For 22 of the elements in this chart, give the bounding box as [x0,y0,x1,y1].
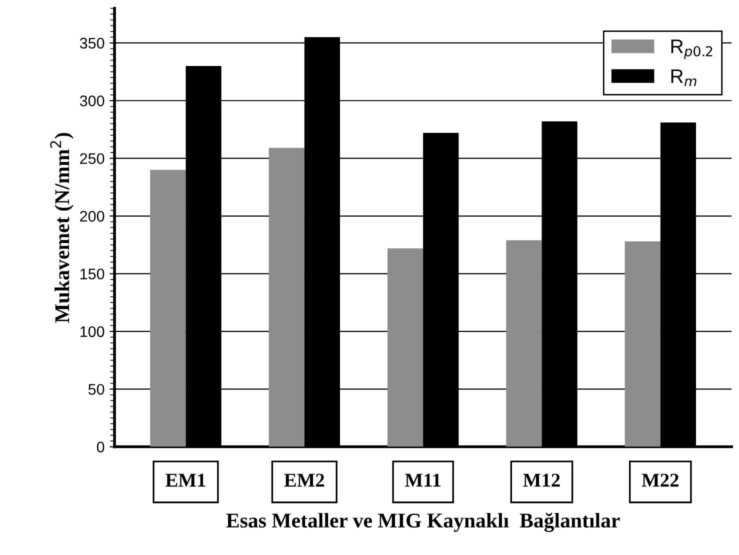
y-tick-label: 100 [80,326,104,338]
bar [506,240,542,447]
x-tick-label: M22 [642,474,678,487]
bar [268,148,304,447]
bar [387,248,424,447]
x-axis-title: Esas Metaller ve MIG Kaynaklı Bağlantılar [226,512,620,532]
bar [150,170,186,447]
x-tick-label: EM1 [166,474,206,487]
y-tick-label: 150 [80,268,104,280]
x-tick-label: EM2 [284,474,324,487]
y-tick-label: 250 [80,153,104,164]
x-tick-label: M11 [405,474,440,487]
y-axis-title: Mukavemet (N/mm$^{2}$) [50,132,74,323]
y-tick-label: 300 [80,96,104,106]
bar [624,241,660,447]
y-tick-label: 50 [88,384,104,395]
x-tick-label: M12 [523,474,560,487]
y-tick-label: 200 [80,210,104,222]
legend-label: R$_{m}$ [671,69,696,86]
y-tick-label: 350 [80,38,104,49]
legend-label: R$_{p0.2}$ [671,40,712,60]
y-tick-label: 0 [96,442,104,452]
